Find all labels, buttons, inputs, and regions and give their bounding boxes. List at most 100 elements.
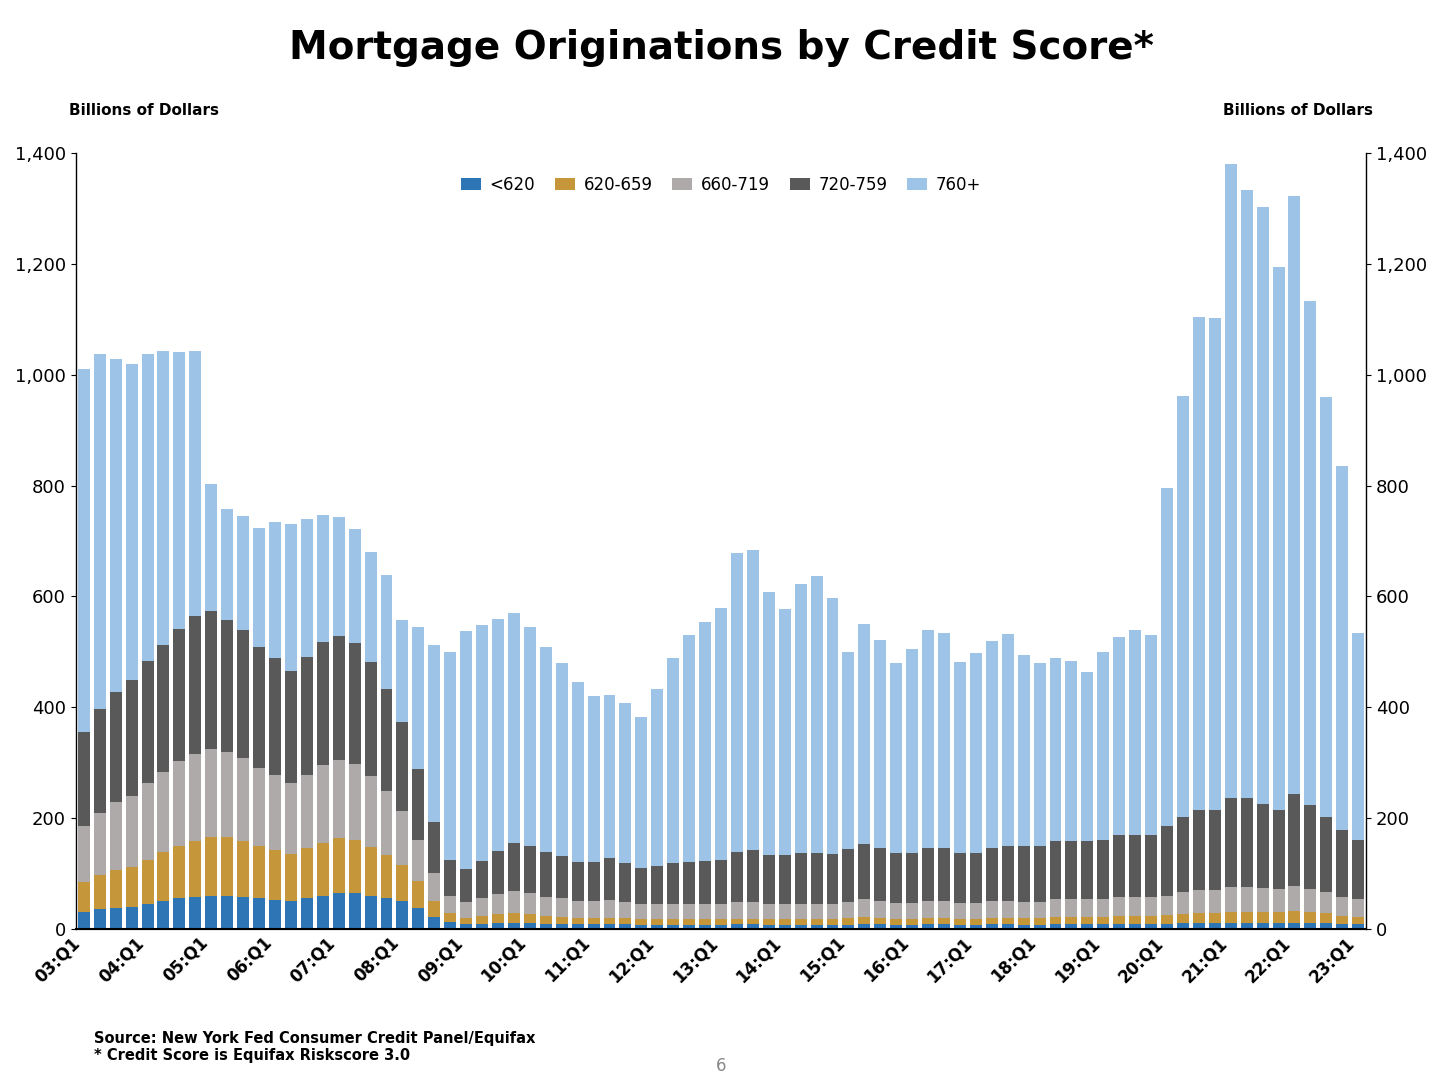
Bar (125, 907, 137, 929)
Bar (349, 893, 360, 929)
Bar (141, 860, 153, 904)
Bar (381, 689, 392, 792)
Bar (810, 853, 822, 904)
Bar (333, 636, 345, 760)
Bar (874, 918, 887, 924)
Bar (1082, 924, 1093, 929)
Bar (94, 354, 105, 709)
Bar (110, 870, 121, 908)
Bar (412, 768, 424, 839)
Bar (428, 646, 440, 822)
Bar (826, 925, 838, 929)
Bar (858, 900, 871, 917)
Bar (205, 895, 218, 929)
Bar (874, 924, 887, 929)
Bar (94, 909, 105, 929)
Bar (539, 916, 552, 924)
Bar (1193, 890, 1206, 914)
Bar (684, 635, 695, 862)
Bar (236, 516, 249, 629)
Bar (317, 765, 329, 843)
Bar (715, 608, 727, 860)
Bar (810, 925, 822, 929)
Bar (252, 846, 265, 898)
Bar (571, 924, 584, 929)
Bar (587, 918, 600, 924)
Bar (763, 925, 774, 929)
Bar (921, 629, 934, 849)
Bar (652, 689, 663, 866)
Bar (508, 843, 521, 891)
Bar (365, 663, 376, 776)
Bar (763, 855, 774, 904)
Bar (555, 917, 568, 924)
Bar (1066, 924, 1077, 929)
Bar (970, 653, 982, 853)
Bar (1273, 923, 1285, 929)
Bar (1353, 917, 1364, 924)
Bar (94, 813, 105, 875)
Bar (810, 576, 822, 853)
Bar (397, 620, 408, 722)
Bar (1240, 190, 1253, 798)
Bar (699, 925, 711, 929)
Bar (668, 925, 679, 929)
Bar (286, 671, 297, 783)
Bar (636, 925, 647, 929)
Bar (1034, 918, 1045, 925)
Bar (110, 908, 121, 929)
Bar (1321, 892, 1332, 914)
Bar (1256, 207, 1269, 804)
Bar (523, 846, 536, 893)
Bar (587, 924, 600, 929)
Text: Billions of Dollars: Billions of Dollars (1223, 103, 1373, 118)
Bar (939, 848, 950, 901)
Bar (731, 852, 743, 902)
Bar (779, 609, 790, 855)
Bar (779, 919, 790, 925)
Bar (460, 902, 472, 918)
Bar (110, 803, 121, 870)
Bar (826, 598, 838, 854)
Bar (1256, 923, 1269, 929)
Legend: <620, 620-659, 660-719, 720-759, 760+: <620, 620-659, 660-719, 720-759, 760+ (454, 169, 988, 201)
Bar (571, 918, 584, 924)
Bar (1113, 924, 1125, 929)
Bar (763, 904, 774, 919)
Bar (78, 881, 89, 912)
Bar (270, 900, 281, 929)
Bar (1097, 900, 1109, 917)
Bar (397, 722, 408, 811)
Bar (858, 917, 871, 924)
Bar (221, 837, 234, 895)
Bar (1240, 798, 1253, 887)
Bar (795, 919, 806, 925)
Bar (1050, 900, 1061, 917)
Text: Source: New York Fed Consumer Credit Panel/Equifax
* Credit Score is Equifax Ris: Source: New York Fed Consumer Credit Pan… (94, 1031, 535, 1063)
Bar (110, 359, 121, 692)
Bar (270, 657, 281, 776)
Bar (492, 619, 503, 851)
Bar (1113, 637, 1125, 835)
Bar (1113, 916, 1125, 924)
Bar (141, 354, 153, 662)
Bar (1256, 912, 1269, 923)
Bar (333, 838, 345, 893)
Bar (1066, 917, 1077, 924)
Bar (970, 903, 982, 919)
Bar (571, 901, 584, 918)
Bar (874, 640, 887, 848)
Bar (286, 783, 297, 854)
Bar (381, 898, 392, 929)
Bar (1208, 890, 1221, 914)
Bar (604, 859, 616, 900)
Bar (428, 917, 440, 929)
Bar (301, 775, 313, 849)
Bar (286, 524, 297, 671)
Bar (986, 901, 998, 918)
Bar (1305, 923, 1317, 929)
Bar (620, 704, 632, 863)
Bar (1082, 900, 1093, 917)
Bar (444, 860, 456, 895)
Bar (397, 811, 408, 865)
